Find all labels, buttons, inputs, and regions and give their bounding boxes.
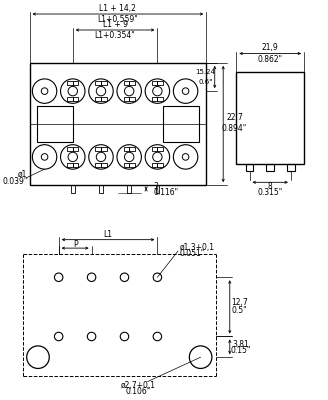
Text: 22,7: 22,7 xyxy=(226,113,243,122)
Bar xyxy=(157,146,163,151)
Text: 0.5": 0.5" xyxy=(231,306,247,315)
Text: 12,7: 12,7 xyxy=(231,298,248,307)
Bar xyxy=(73,97,78,102)
Bar xyxy=(95,81,101,86)
Text: 15.24: 15.24 xyxy=(195,69,215,75)
Text: ø1: ø1 xyxy=(18,169,28,178)
Bar xyxy=(124,97,129,102)
Bar xyxy=(163,106,199,142)
Text: L1: L1 xyxy=(104,230,113,238)
Text: 21,9: 21,9 xyxy=(262,43,278,52)
Bar xyxy=(124,162,129,167)
Text: 3: 3 xyxy=(154,182,158,190)
Bar xyxy=(101,81,107,86)
Bar xyxy=(152,81,157,86)
Text: 0.894": 0.894" xyxy=(222,124,247,133)
Text: 0.6": 0.6" xyxy=(198,79,213,85)
Bar xyxy=(155,185,159,193)
Bar xyxy=(157,162,163,167)
Bar xyxy=(157,97,163,102)
Bar xyxy=(73,162,78,167)
Text: 0.116": 0.116" xyxy=(154,188,179,197)
Bar xyxy=(127,185,131,193)
Bar xyxy=(73,81,78,86)
Text: P: P xyxy=(73,240,77,249)
Bar xyxy=(266,164,274,171)
Bar xyxy=(101,146,107,151)
Bar xyxy=(152,146,157,151)
Bar xyxy=(129,97,135,102)
Bar xyxy=(67,146,73,151)
Bar xyxy=(157,81,163,86)
Bar xyxy=(124,81,129,86)
Text: 0.106": 0.106" xyxy=(126,388,151,396)
Text: L1+0.354": L1+0.354" xyxy=(95,31,135,40)
Text: 0.15": 0.15" xyxy=(231,346,251,355)
Bar xyxy=(236,72,304,164)
Text: ø2,7+0,1: ø2,7+0,1 xyxy=(121,381,155,390)
Text: L1+0.559": L1+0.559" xyxy=(97,15,138,24)
Bar xyxy=(152,97,157,102)
Bar xyxy=(99,185,103,193)
Text: 0.862": 0.862" xyxy=(257,55,283,64)
Text: L1 + 9: L1 + 9 xyxy=(103,20,128,29)
Bar xyxy=(95,162,101,167)
Bar xyxy=(37,106,73,142)
Bar xyxy=(67,97,73,102)
Text: ø1,3+0,1: ø1,3+0,1 xyxy=(180,243,215,252)
Text: 0.315": 0.315" xyxy=(257,188,283,197)
Bar xyxy=(95,146,101,151)
Bar xyxy=(124,146,129,151)
Text: L1 + 14,2: L1 + 14,2 xyxy=(99,4,136,13)
Bar xyxy=(129,81,135,86)
Bar xyxy=(129,162,135,167)
Text: 0.039": 0.039" xyxy=(2,177,28,186)
Bar xyxy=(67,81,73,86)
Bar xyxy=(73,146,78,151)
Bar xyxy=(101,162,107,167)
Bar xyxy=(101,97,107,102)
Bar xyxy=(152,162,157,167)
Bar xyxy=(246,164,253,171)
Text: 0.051": 0.051" xyxy=(180,249,205,258)
Bar xyxy=(30,63,206,185)
Text: 3,81: 3,81 xyxy=(233,340,249,348)
Bar xyxy=(67,162,73,167)
Bar xyxy=(129,146,135,151)
Text: 8: 8 xyxy=(268,182,273,190)
Bar xyxy=(71,185,75,193)
Bar xyxy=(287,164,295,171)
Bar xyxy=(95,97,101,102)
